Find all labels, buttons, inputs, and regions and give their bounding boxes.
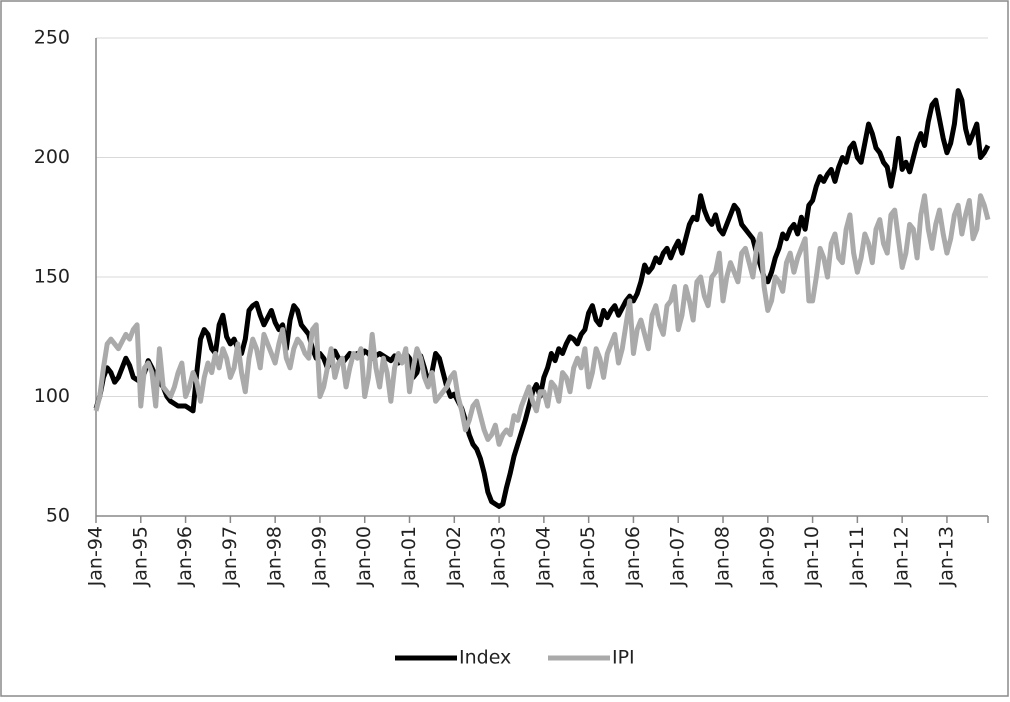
line-series xyxy=(93,88,991,509)
x-tick-label: Jan-99 xyxy=(308,526,330,587)
x-tick-label: Jan-13 xyxy=(935,526,957,587)
x-tick-label: Jan-12 xyxy=(891,526,913,587)
y-tick-label: 250 xyxy=(34,27,70,49)
x-tick-label: Jan-97 xyxy=(219,526,241,587)
x-tick-label: Jan-10 xyxy=(801,526,823,587)
x-tick-label: Jan-05 xyxy=(577,526,599,587)
x-tick-label: Jan-01 xyxy=(398,526,420,587)
x-tick-label: Jan-03 xyxy=(488,526,510,587)
x-tick-label: Jan-07 xyxy=(667,526,689,587)
legend-label: Index xyxy=(459,647,511,669)
y-tick-label: 200 xyxy=(34,146,70,168)
x-tick-label: Jan-06 xyxy=(622,526,644,587)
y-tick-label: 50 xyxy=(46,505,70,527)
x-tick-label: Jan-96 xyxy=(174,526,196,587)
y-tick-label: 100 xyxy=(34,385,70,407)
x-tick-label: Jan-02 xyxy=(443,526,465,587)
x-tick-label: Jan-11 xyxy=(846,526,868,587)
x-tick-label: Jan-04 xyxy=(532,526,554,587)
y-tick-label: 150 xyxy=(34,266,70,288)
x-tick-label: Jan-98 xyxy=(264,526,286,587)
x-tick-label: Jan-00 xyxy=(353,526,375,587)
x-tick-label: Jan-95 xyxy=(129,526,151,587)
line-series xyxy=(93,193,991,447)
x-tick-label: Jan-09 xyxy=(756,526,778,587)
x-tick-label: Jan-94 xyxy=(85,526,107,587)
x-tick-label: Jan-08 xyxy=(712,526,734,587)
legend-label: IPI xyxy=(612,647,635,669)
